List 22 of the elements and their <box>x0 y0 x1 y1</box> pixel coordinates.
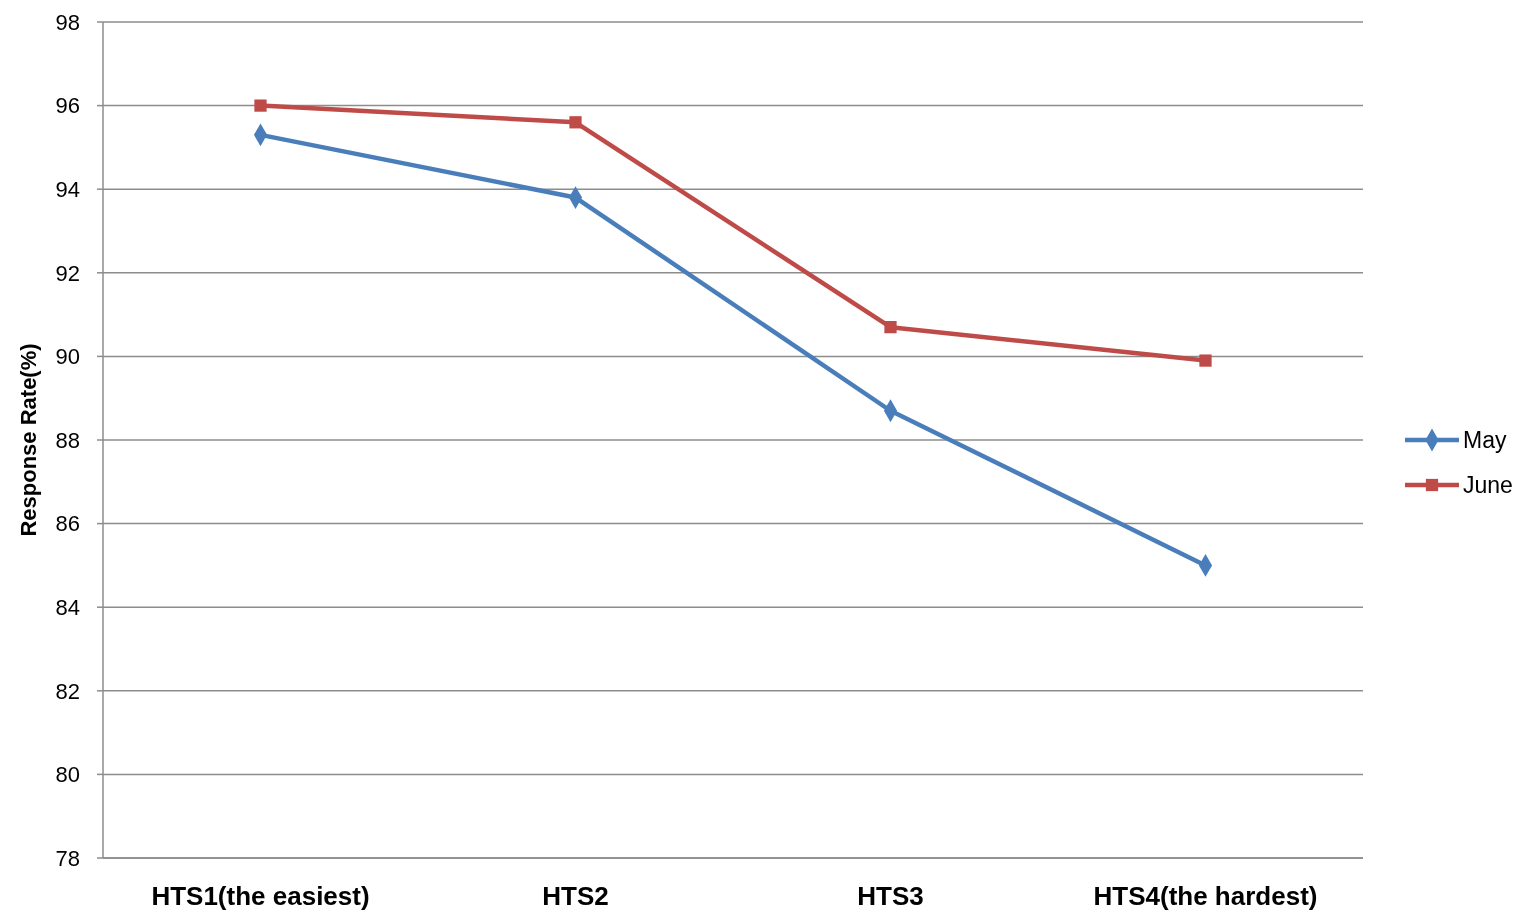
point <box>1199 354 1212 367</box>
x-tick-label: HTS4(the hardest) <box>1093 881 1318 912</box>
y-tick-label: 88 <box>55 427 80 453</box>
y-tick-label: 82 <box>55 678 80 704</box>
point <box>884 321 897 334</box>
legend-label: May <box>1463 427 1507 454</box>
legend-label: June <box>1463 472 1513 499</box>
y-tick-label: 90 <box>55 344 80 370</box>
y-tick-label: 86 <box>55 511 80 537</box>
y-tick-label: 92 <box>55 260 80 286</box>
point <box>569 116 582 129</box>
y-tick-label: 94 <box>55 176 80 202</box>
y-tick-label: 96 <box>55 93 80 119</box>
y-tick-label: 80 <box>55 762 80 788</box>
y-tick-label: 84 <box>55 594 80 620</box>
y-axis-title: Response Rate(%) <box>16 343 41 537</box>
point <box>254 99 267 112</box>
y-tick-label: 98 <box>55 9 80 35</box>
x-tick-label: HTS1(the easiest) <box>151 881 370 912</box>
x-tick-label: HTS3 <box>857 881 924 912</box>
y-tick-label: 78 <box>55 845 80 871</box>
x-tick-label: HTS2 <box>542 881 609 912</box>
